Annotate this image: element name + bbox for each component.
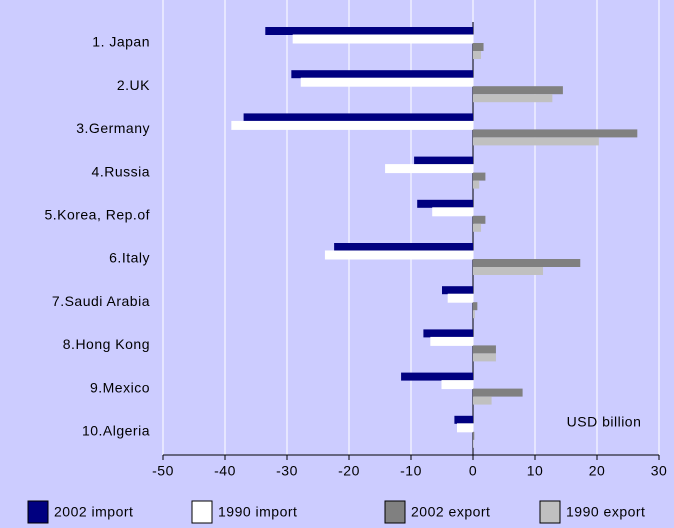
- bar: [423, 329, 473, 338]
- bar: [473, 310, 475, 319]
- legend-swatch: [539, 500, 561, 524]
- bar: [473, 129, 638, 138]
- bar: [473, 215, 486, 224]
- bar: [265, 27, 473, 35]
- legend-swatch: [384, 500, 406, 524]
- bar: [432, 207, 474, 217]
- bar: [292, 34, 474, 44]
- bar: [291, 70, 473, 79]
- bar: [473, 396, 492, 405]
- bar: [334, 243, 473, 251]
- y-tick-label: 10.Algeria: [82, 423, 150, 439]
- x-tick-label: -10: [400, 463, 422, 479]
- bar: [473, 137, 599, 146]
- bar: [243, 113, 473, 122]
- bar: [442, 286, 473, 295]
- x-tick-label: 0: [469, 463, 477, 479]
- bar: [447, 293, 474, 303]
- legend-label: 1990 export: [566, 504, 645, 520]
- x-tick-label: -40: [214, 463, 236, 479]
- legend-label: 2002 import: [54, 504, 133, 520]
- bar: [324, 250, 474, 260]
- bar: [473, 345, 496, 354]
- bar: [473, 43, 484, 51]
- x-tick-label: -30: [276, 463, 298, 479]
- y-tick-label: 3.Germany: [76, 120, 150, 136]
- legend-label: 2002 export: [411, 504, 490, 520]
- bar: [473, 86, 563, 95]
- y-tick-label: 9.Mexico: [90, 379, 150, 395]
- y-tick-label: 5.Korea, Rep.of: [44, 207, 150, 223]
- y-tick-label: 6.Italy: [109, 250, 150, 266]
- bar: [300, 77, 474, 87]
- bar: [473, 267, 544, 275]
- y-tick-label: 1. Japan: [92, 34, 150, 50]
- x-tick-label: -20: [338, 463, 360, 479]
- y-tick-label: 4.Russia: [92, 163, 150, 179]
- bar: [473, 172, 486, 181]
- x-tick-label: 30: [651, 463, 668, 479]
- y-tick-label: 2.UK: [117, 77, 150, 93]
- bar: [401, 372, 473, 381]
- bar: [457, 423, 474, 433]
- bar: [473, 259, 581, 267]
- x-tick-label: -50: [152, 463, 174, 479]
- bar: [473, 223, 482, 232]
- bar: [473, 180, 480, 189]
- legend-label: 1990 import: [218, 504, 297, 520]
- bar: [473, 431, 475, 440]
- bar: [417, 199, 473, 208]
- x-tick-label: 10: [527, 463, 544, 479]
- bar: [414, 156, 473, 165]
- bar: [473, 353, 496, 362]
- legend-swatch: [27, 500, 49, 524]
- bar: [454, 415, 473, 424]
- bar: [473, 51, 482, 59]
- legend-swatch: [191, 500, 213, 524]
- y-tick-label: 8.Hong Kong: [63, 336, 150, 352]
- x-tick-label: 20: [589, 463, 606, 479]
- bar: [430, 336, 474, 346]
- bar: [473, 388, 523, 397]
- bar: [385, 164, 474, 174]
- y-tick-label: 7.Saudi Arabia: [52, 293, 150, 309]
- bar: [473, 94, 553, 103]
- bar: [231, 120, 474, 130]
- bar: [473, 439, 474, 448]
- bar: [473, 302, 478, 311]
- annotation: USD billion: [567, 414, 642, 430]
- bar: [441, 380, 474, 390]
